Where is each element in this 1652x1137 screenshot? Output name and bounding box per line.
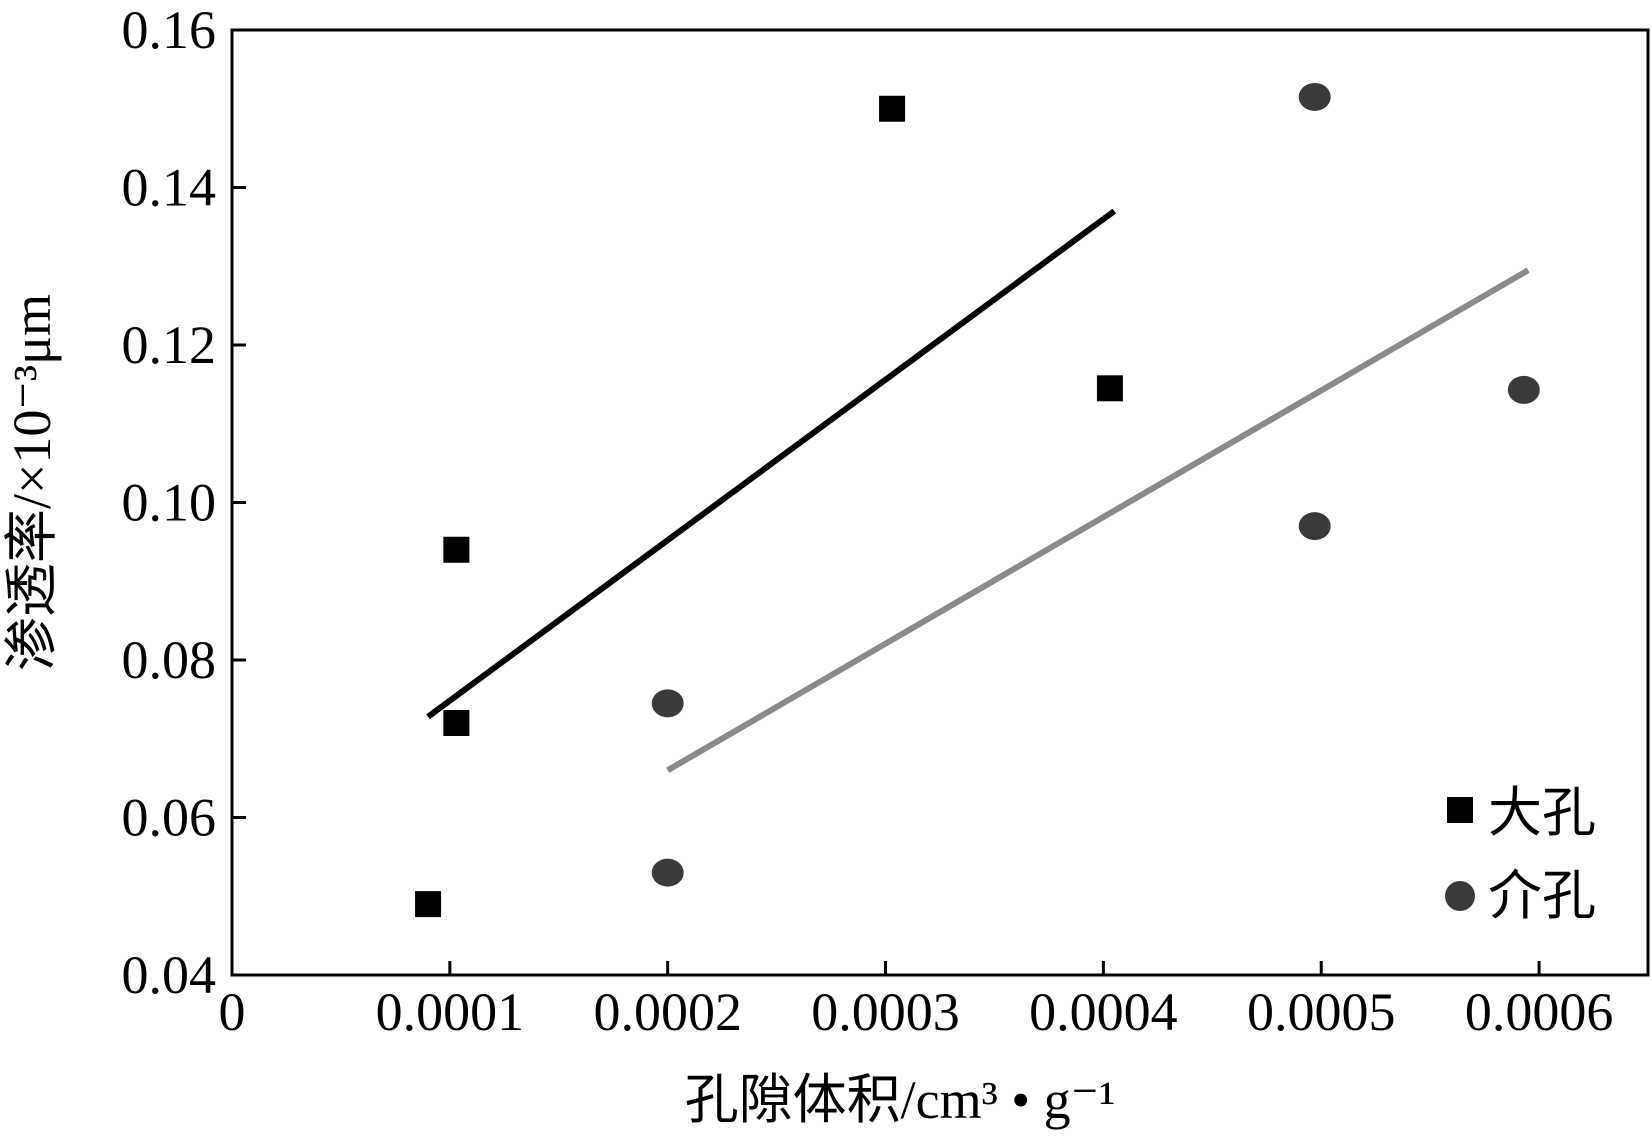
x-tick-label: 0.0005 <box>1247 982 1396 1042</box>
point-macropore <box>1096 375 1123 402</box>
x-tick-label: 0.0001 <box>376 982 525 1042</box>
legend-label-macropore: 大孔 <box>1488 783 1596 843</box>
point-mesopore <box>1507 375 1540 404</box>
legend-marker-square <box>1447 797 1473 823</box>
y-tick-label: 0.04 <box>122 945 217 1005</box>
point-mesopore <box>1298 82 1331 111</box>
y-axis: 0.04 0.06 0.08 0.10 0.12 0.14 0.16 <box>122 0 246 1005</box>
y-axis-title: 渗透率/×10⁻³μm <box>2 294 62 671</box>
legend-marker-circle <box>1445 881 1475 911</box>
x-tick-label: 0 <box>219 982 246 1042</box>
trendline-macropore <box>426 208 1117 720</box>
legend: 大孔 介孔 <box>1445 783 1596 926</box>
x-tick-label: 0.0002 <box>593 982 742 1042</box>
y-tick-label: 0.14 <box>122 158 217 218</box>
x-tick-label: 0.0004 <box>1029 982 1178 1042</box>
point-macropore <box>443 536 470 563</box>
x-axis-title: 孔隙体积/cm³ • g⁻¹ <box>685 1070 1116 1130</box>
point-macropore <box>415 891 442 918</box>
legend-label-mesopore: 介孔 <box>1488 866 1596 926</box>
point-mesopore <box>651 858 684 887</box>
x-tick-label: 0.0003 <box>811 982 960 1042</box>
y-tick-label: 0.06 <box>122 788 217 848</box>
plot-frame <box>230 28 1650 977</box>
y-tick-label: 0.10 <box>122 473 217 533</box>
x-tick-label: 0.0006 <box>1465 982 1614 1042</box>
point-mesopore <box>651 689 684 718</box>
plot-area <box>230 28 1650 977</box>
x-axis: 0 0.0001 0.0002 0.0003 0.0004 0.0005 0.0006 <box>219 961 1614 1042</box>
trendlines <box>426 208 1530 773</box>
point-mesopore <box>1298 512 1331 541</box>
y-tick-label: 0.08 <box>122 630 217 690</box>
y-tick-label: 0.12 <box>122 315 217 375</box>
data-points <box>415 82 1540 918</box>
point-macropore <box>879 95 906 122</box>
trendline-mesopore <box>666 267 1530 773</box>
point-macropore <box>443 710 470 736</box>
y-tick-label: 0.16 <box>122 0 217 60</box>
